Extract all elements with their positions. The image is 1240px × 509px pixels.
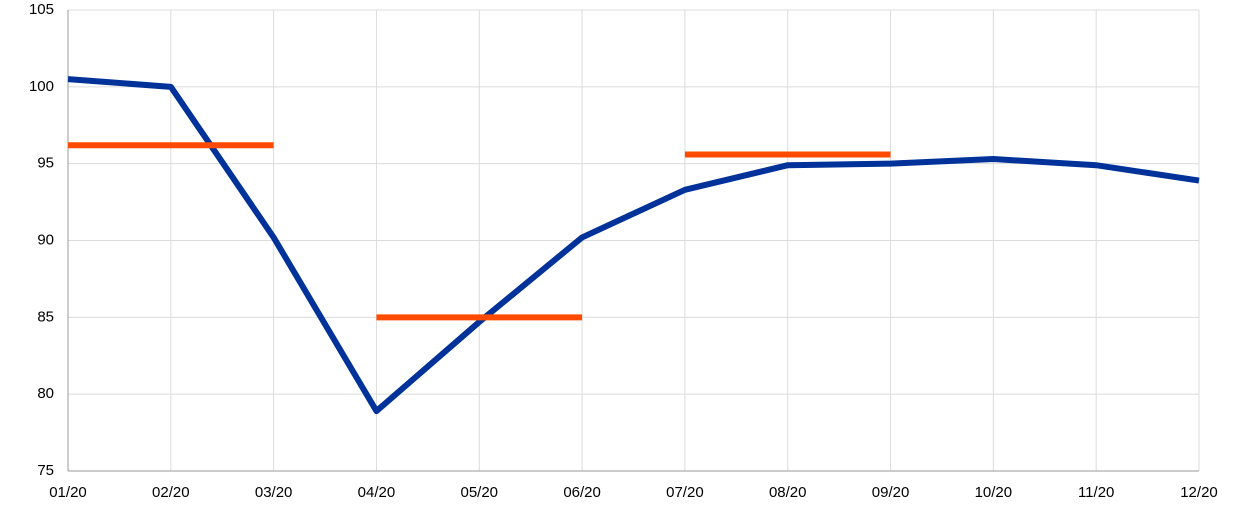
x-tick-label: 02/20 bbox=[152, 484, 190, 501]
x-tick-label: 07/20 bbox=[666, 484, 704, 501]
x-tick-label: 04/20 bbox=[358, 484, 396, 501]
x-tick-label: 05/20 bbox=[460, 484, 498, 501]
y-tick-label: 80 bbox=[37, 385, 54, 402]
x-tick-label: 12/20 bbox=[1180, 484, 1218, 501]
x-tick-label: 10/20 bbox=[975, 484, 1013, 501]
x-tick-label: 03/20 bbox=[255, 484, 293, 501]
y-tick-label: 75 bbox=[37, 462, 54, 479]
y-tick-label: 100 bbox=[29, 78, 54, 95]
y-tick-label: 90 bbox=[37, 231, 54, 248]
x-tick-label: 08/20 bbox=[769, 484, 807, 501]
x-tick-label: 09/20 bbox=[872, 484, 910, 501]
y-tick-label: 85 bbox=[37, 308, 54, 325]
x-tick-label: 11/20 bbox=[1078, 484, 1114, 501]
x-tick-label: 01/20 bbox=[49, 484, 87, 501]
y-tick-label: 95 bbox=[37, 155, 54, 172]
x-tick-label: 06/20 bbox=[563, 484, 601, 501]
line-series bbox=[67, 76, 1200, 415]
y-tick-label: 105 bbox=[29, 1, 54, 18]
